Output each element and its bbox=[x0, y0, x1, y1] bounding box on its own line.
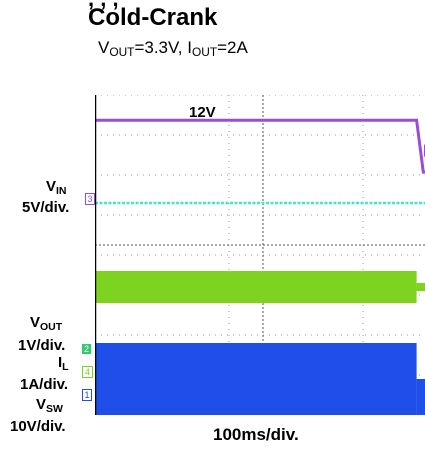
vin-trace bbox=[95, 118, 425, 174]
annotations: 12V4V7V bbox=[189, 104, 216, 121]
channel-1-marker: 1 bbox=[82, 389, 92, 401]
trace-annotation: 12V bbox=[189, 104, 216, 121]
vout-name: V bbox=[30, 314, 41, 331]
subtitle-vout-val: =3.3V, bbox=[134, 38, 188, 57]
chart-title: Cold-Crank bbox=[88, 4, 218, 31]
il-label: IL bbox=[58, 354, 69, 373]
il-scale: 1A/div. bbox=[20, 376, 69, 393]
il-band-during bbox=[416, 283, 425, 291]
traces bbox=[95, 118, 425, 415]
vsw-band-during bbox=[416, 379, 425, 415]
subtitle-iout-val: =2A bbox=[217, 38, 248, 57]
vout-scale: 1V/div. bbox=[18, 337, 66, 354]
vin-name: V bbox=[46, 178, 57, 195]
il-sub: L bbox=[62, 361, 69, 373]
vsw-sub: SW bbox=[46, 403, 63, 415]
grid bbox=[95, 95, 425, 415]
channel-2-marker: 2 bbox=[82, 344, 91, 354]
chart-subtitle: VOUT=3.3V, IOUT=2A bbox=[98, 38, 248, 59]
channel-4-marker: 4 bbox=[82, 366, 93, 378]
vsw-name: V bbox=[36, 396, 47, 413]
il-name: I bbox=[58, 354, 63, 371]
subtitle-iout-name: I bbox=[187, 38, 192, 57]
vin-label: VIN bbox=[46, 178, 67, 197]
vsw-label: VSW bbox=[36, 396, 63, 415]
vsw-scale: 10V/div. bbox=[10, 418, 66, 435]
subtitle-iout-sub: OUT bbox=[191, 45, 218, 59]
il-band-before bbox=[95, 271, 417, 303]
vsw-band-before bbox=[95, 343, 417, 415]
vin-scale: 5V/div. bbox=[22, 199, 70, 216]
subtitle-vout-sub: OUT bbox=[109, 45, 135, 59]
chart-title-top: , , , bbox=[88, 0, 119, 12]
x-scale-label: 100ms/div. bbox=[213, 425, 299, 444]
vout-sub: OUT bbox=[40, 321, 63, 333]
channel-3-marker: 3 bbox=[85, 193, 95, 205]
vin-sub: IN bbox=[56, 185, 67, 197]
vout-label: VOUT bbox=[30, 314, 62, 333]
subtitle-vout-name: V bbox=[98, 38, 110, 57]
scope-plot: 12V4V7V bbox=[95, 95, 425, 415]
